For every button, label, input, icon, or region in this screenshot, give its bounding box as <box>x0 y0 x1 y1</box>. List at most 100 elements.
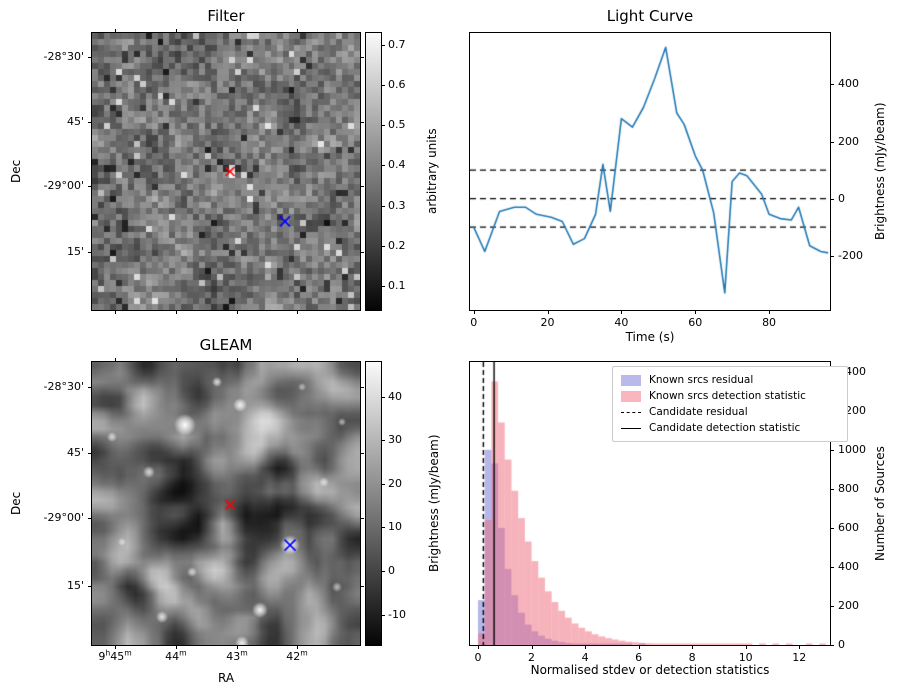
tick-mark <box>830 141 834 143</box>
tick-mark <box>381 440 385 442</box>
gleam-colorbar-label: Brightness (mJy/beam) <box>427 434 441 573</box>
light-curve-canvas <box>470 33 830 310</box>
gleam-axes <box>91 361 361 646</box>
tick-mark <box>830 255 834 257</box>
light-curve-xtick-label: 40 <box>614 316 629 329</box>
gleam-ytick-label: 15' <box>66 578 84 592</box>
tick-mark <box>381 85 385 87</box>
light-curve-ylabel: Brightness (mJy/beam) <box>873 102 887 241</box>
histogram-ytick-label: 400 <box>838 559 859 573</box>
filter-axes <box>91 32 361 311</box>
filter-colorbar-label: arbitrary units <box>425 128 439 215</box>
tick-mark <box>381 45 385 47</box>
light-curve-title: Light Curve <box>606 7 694 25</box>
tick-mark <box>381 245 385 247</box>
legend-entry-candidate-detection: Candidate detection statistic <box>621 420 839 436</box>
light-curve-ytick-label: 0 <box>838 191 845 205</box>
histogram-ytick-label: 600 <box>838 520 859 534</box>
tick-mark <box>381 483 385 485</box>
filter-ytick-label: 15' <box>66 244 84 258</box>
tick-mark <box>695 310 697 314</box>
tick-mark <box>360 251 364 253</box>
tick-mark <box>830 84 834 86</box>
legend-label-candidate-detection: Candidate detection statistic <box>649 422 801 434</box>
filter-colorbar-tick-label: 0.1 <box>388 278 406 292</box>
legend-dashed-line-sample <box>621 411 641 413</box>
legend-label-candidate-residual: Candidate residual <box>649 406 748 418</box>
gleam-xtick-label: 43m <box>226 648 248 663</box>
light-curve-axes <box>469 32 831 311</box>
tick-mark <box>830 527 834 529</box>
histogram-ytick-label: 1000 <box>838 442 866 456</box>
tick-mark <box>297 645 299 649</box>
gleam-xtick-label: 42m <box>286 648 308 663</box>
legend-solid-line-sample <box>621 427 641 429</box>
tick-mark <box>175 645 177 649</box>
tick-mark <box>297 29 299 33</box>
tick-mark <box>236 358 238 362</box>
light-curve-ytick-label: 200 <box>838 134 859 148</box>
tick-mark <box>381 614 385 616</box>
light-curve-xtick-label: 80 <box>762 316 777 329</box>
tick-mark <box>381 125 385 127</box>
tick-mark <box>175 310 177 314</box>
tick-mark <box>531 645 533 649</box>
tick-mark <box>88 585 92 587</box>
tick-mark <box>175 358 177 362</box>
filter-colorbar-tick-label: 0.3 <box>388 198 406 212</box>
gleam-ytick-label: 45' <box>66 445 84 459</box>
gleam-colorbar-tick-label: 10 <box>388 520 402 534</box>
tick-mark <box>115 310 117 314</box>
tick-mark <box>88 251 92 253</box>
legend-entry-detection: Known srcs detection statistic <box>621 388 839 404</box>
tick-mark <box>360 185 364 187</box>
legend-label-residual: Known srcs residual <box>649 374 754 386</box>
tick-mark <box>830 488 834 490</box>
legend-label-detection: Known srcs detection statistic <box>649 390 806 402</box>
filter-ylabel: Dec <box>9 159 23 184</box>
gleam-ytick-label: -28°30' <box>43 379 85 393</box>
light-curve-ytick-label: -200 <box>838 248 863 262</box>
histogram-xtick-label: 6 <box>635 651 643 664</box>
histogram-xlabel: Normalised stdev or detection statistics <box>530 663 770 677</box>
filter-colorbar-tick-label: 0.6 <box>388 78 406 92</box>
tick-mark <box>830 566 834 568</box>
filter-title: Filter <box>207 7 245 25</box>
tick-mark <box>381 396 385 398</box>
tick-mark <box>297 310 299 314</box>
filter-ytick-label: -28°30' <box>43 50 85 64</box>
tick-mark <box>830 198 834 200</box>
filter-colorbar <box>365 32 382 311</box>
gleam-xtick-label: 9h45m <box>98 648 132 663</box>
gleam-xlabel: RA <box>217 671 235 685</box>
filter-colorbar-tick-label: 0.7 <box>388 38 406 52</box>
tick-mark <box>381 285 385 287</box>
tick-mark <box>115 358 117 362</box>
tick-mark <box>585 645 587 649</box>
gleam-ytick-label: -29°00' <box>43 511 85 525</box>
histogram-xtick-label: 2 <box>528 651 536 664</box>
legend-entry-candidate-residual: Candidate residual <box>621 404 839 420</box>
tick-mark <box>175 29 177 33</box>
gleam-colorbar-tick-label: 20 <box>388 476 402 490</box>
tick-mark <box>547 310 549 314</box>
tick-mark <box>799 645 801 649</box>
tick-mark <box>297 358 299 362</box>
tick-mark <box>381 205 385 207</box>
legend-entry-residual: Known srcs residual <box>621 372 839 388</box>
histogram-ytick-label: 800 <box>838 481 859 495</box>
gleam-image-canvas <box>92 362 360 645</box>
tick-mark <box>360 585 364 587</box>
filter-colorbar-tick-label: 0.5 <box>388 118 406 132</box>
tick-mark <box>473 310 475 314</box>
light-curve-xtick-label: 0 <box>470 316 478 329</box>
filter-ytick-label: 45' <box>66 114 84 128</box>
tick-mark <box>745 645 747 649</box>
tick-mark <box>692 645 694 649</box>
tick-mark <box>360 452 364 454</box>
histogram-xtick-label: 8 <box>688 651 696 664</box>
tick-mark <box>830 605 834 607</box>
light-curve-xtick-label: 60 <box>688 316 703 329</box>
tick-mark <box>381 570 385 572</box>
